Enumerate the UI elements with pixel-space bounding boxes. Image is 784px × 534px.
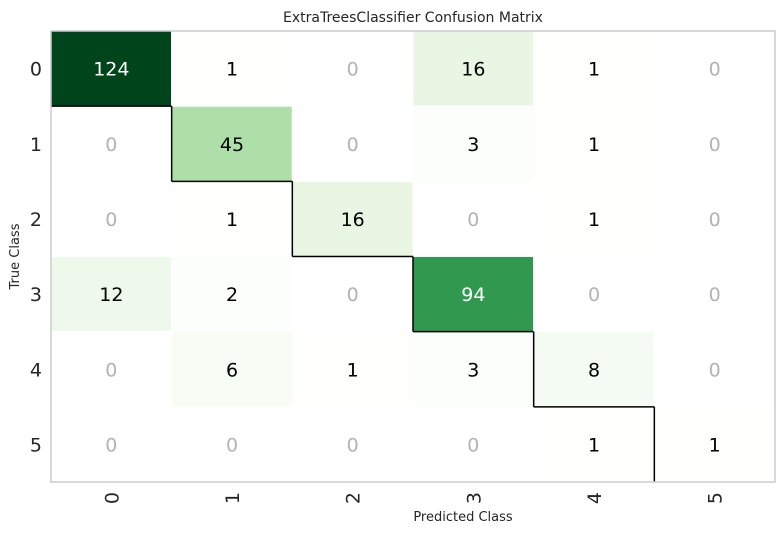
cell-label-r0-c0: 124 xyxy=(93,59,129,81)
cell-label-r4-c5: 0 xyxy=(709,359,721,381)
x-tick-3: 3 xyxy=(463,492,485,504)
cell-label-r5-c1: 0 xyxy=(226,434,238,456)
cell-r1-c5 xyxy=(653,105,776,182)
cell-label-r0-c2: 0 xyxy=(347,59,359,81)
cell-r3-c4 xyxy=(533,256,655,333)
cell-r4-c0 xyxy=(50,331,173,408)
cell-label-r5-c0: 0 xyxy=(105,434,117,456)
cell-r5-c0 xyxy=(50,406,173,483)
cell-label-r1-c0: 0 xyxy=(105,134,117,156)
cell-label-r0-c4: 1 xyxy=(588,59,600,81)
x-axis-label: Predicted Class xyxy=(413,510,513,525)
cell-label-r4-c3: 3 xyxy=(467,359,479,381)
cell-label-r2-c2: 16 xyxy=(341,209,365,231)
cell-r0-c1 xyxy=(171,30,293,107)
cell-r5-c4 xyxy=(533,406,655,483)
cell-label-r5-c2: 0 xyxy=(347,434,359,456)
cell-r4-c4 xyxy=(533,331,655,408)
x-tick-2: 2 xyxy=(343,492,365,504)
cell-r2-c3 xyxy=(412,180,535,257)
cell-label-r0-c5: 0 xyxy=(709,59,721,81)
cell-r4-c3 xyxy=(412,331,535,408)
x-tick-4: 4 xyxy=(584,492,606,504)
cell-label-r3-c5: 0 xyxy=(709,284,721,306)
cell-label-r1-c3: 3 xyxy=(467,134,479,156)
cell-r0-c4 xyxy=(533,30,655,107)
cell-label-r4-c1: 6 xyxy=(226,359,238,381)
cell-label-r5-c4: 1 xyxy=(588,434,600,456)
y-tick-1: 1 xyxy=(30,134,42,156)
cell-label-r3-c3: 94 xyxy=(461,284,485,306)
cell-label-r3-c4: 0 xyxy=(588,284,600,306)
chart-title: ExtraTreesClassifier Confusion Matrix xyxy=(283,10,543,26)
cell-label-r4-c0: 0 xyxy=(105,359,117,381)
cell-r1-c3 xyxy=(412,105,535,182)
cell-r2-c5 xyxy=(653,180,776,257)
cell-label-r2-c3: 0 xyxy=(467,209,479,231)
cell-label-r4-c4: 8 xyxy=(588,359,600,381)
cell-r3-c3 xyxy=(412,256,535,333)
cell-label-r3-c2: 0 xyxy=(347,284,359,306)
x-tick-0: 0 xyxy=(101,492,123,504)
cell-r0-c0 xyxy=(50,30,173,107)
cell-r3-c0 xyxy=(50,256,173,333)
cell-label-r5-c5: 1 xyxy=(709,434,721,456)
cell-label-r2-c4: 1 xyxy=(588,209,600,231)
y-tick-5: 5 xyxy=(30,434,42,456)
cell-label-r1-c2: 0 xyxy=(347,134,359,156)
y-tick-0: 0 xyxy=(30,59,42,81)
cell-label-r1-c4: 1 xyxy=(588,134,600,156)
y-tick-2: 2 xyxy=(30,209,42,231)
cell-r3-c2 xyxy=(291,256,414,333)
cell-r0-c5 xyxy=(653,30,776,107)
cell-label-r0-c3: 16 xyxy=(461,59,485,81)
cell-r5-c5 xyxy=(653,406,776,483)
cell-label-r3-c1: 2 xyxy=(226,284,238,306)
cell-label-r1-c5: 0 xyxy=(709,134,721,156)
cell-labels: 124 1 0 16 1 0 0 45 0 3 1 0 0 1 16 0 1 0 12 2 0 94 0 0 0 6 1 3 8 0 0 0 0… xyxy=(93,59,721,457)
diagonal-outline xyxy=(51,105,656,482)
cell-r2-c2 xyxy=(291,180,414,257)
cell-r4-c2 xyxy=(291,331,414,408)
plot-frame xyxy=(50,30,776,483)
heatmap-cells xyxy=(50,30,776,483)
x-tick-5: 5 xyxy=(705,492,727,504)
cell-label-r2-c0: 0 xyxy=(105,209,117,231)
cell-r2-c0 xyxy=(50,180,173,257)
y-axis-label: True Class xyxy=(8,223,23,290)
cell-label-r2-c5: 0 xyxy=(709,209,721,231)
x-axis-ticks: 0 1 2 3 4 5 xyxy=(101,492,726,504)
cell-label-r4-c2: 1 xyxy=(347,359,359,381)
cell-label-r0-c1: 1 xyxy=(226,59,238,81)
y-tick-4: 4 xyxy=(30,359,42,381)
cell-label-r5-c3: 0 xyxy=(467,434,479,456)
x-tick-1: 1 xyxy=(222,492,244,504)
cell-label-r2-c1: 1 xyxy=(226,209,238,231)
cell-r0-c3 xyxy=(412,30,535,107)
cell-r2-c4 xyxy=(533,180,655,257)
cell-label-r1-c1: 45 xyxy=(220,134,244,156)
y-axis-ticks: 0 1 2 3 4 5 xyxy=(30,59,42,457)
cell-r3-c1 xyxy=(171,256,293,333)
cell-label-r3-c0: 12 xyxy=(99,284,123,306)
y-tick-3: 3 xyxy=(30,284,42,306)
